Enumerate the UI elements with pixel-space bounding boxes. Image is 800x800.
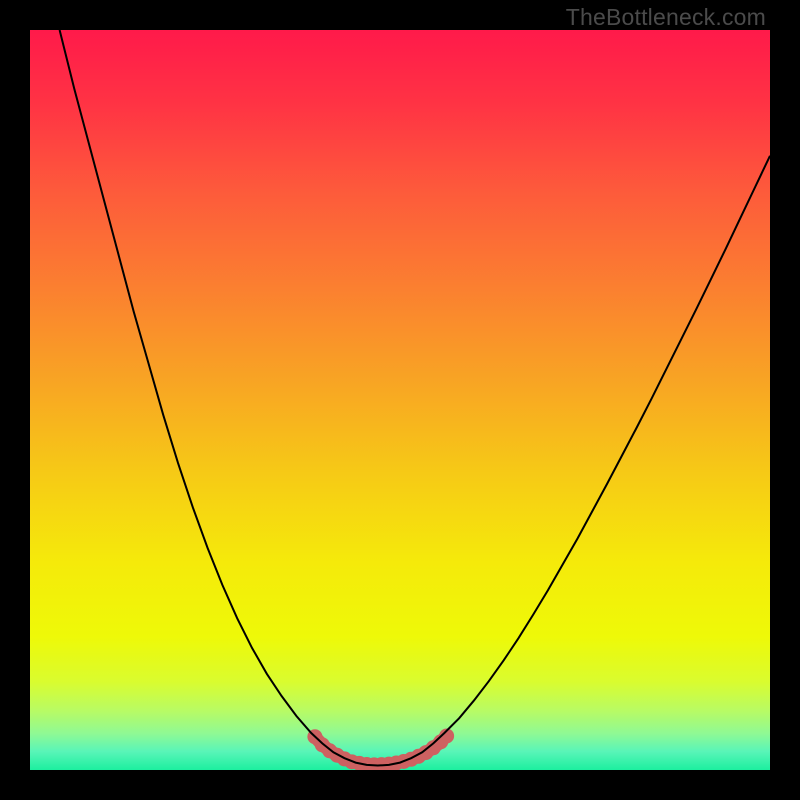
gradient-background bbox=[30, 30, 770, 770]
bottleneck-curve-chart bbox=[30, 30, 770, 770]
chart-container: TheBottleneck.com bbox=[0, 0, 800, 800]
plot-area bbox=[30, 30, 770, 770]
watermark-text: TheBottleneck.com bbox=[566, 4, 766, 31]
